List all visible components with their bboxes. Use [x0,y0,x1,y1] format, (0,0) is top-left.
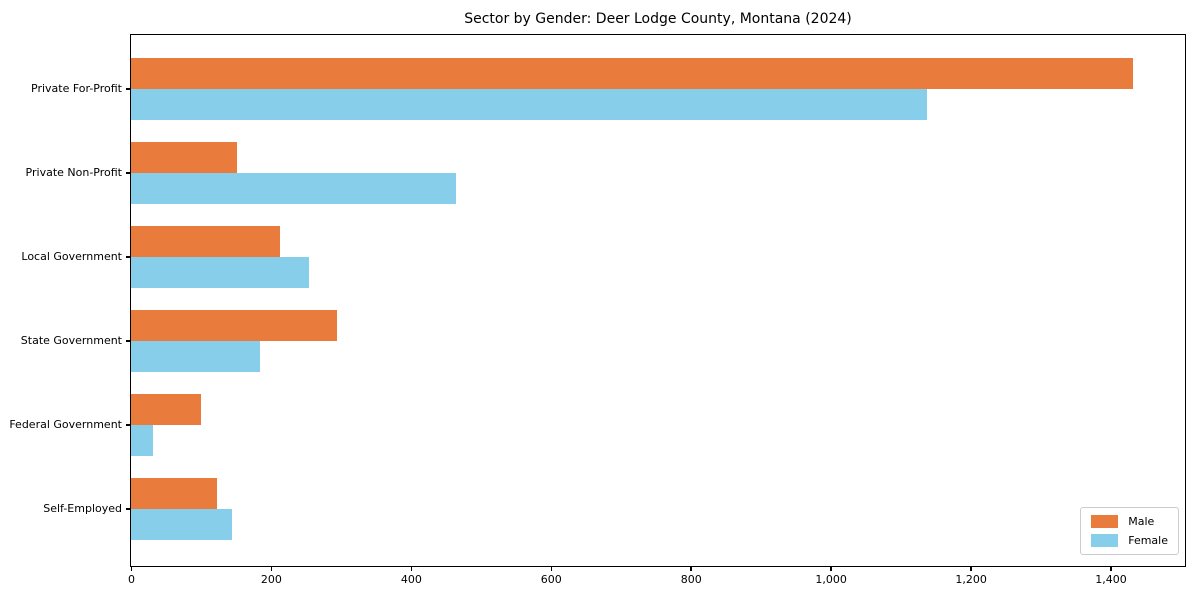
y-tick-label-5: Self-Employed [43,502,122,515]
x-tick-label-2: 400 [400,573,422,586]
x-tick-label-5: 1,000 [815,573,847,586]
bar-female-3 [131,340,260,372]
plot-area: Male Female [130,34,1186,567]
x-tick-mark-0 [130,567,133,571]
y-tick-mark-2 [126,256,130,258]
legend-item-male: Male [1091,515,1168,528]
bar-male-5 [131,477,218,509]
y-tick-mark-5 [126,508,130,510]
y-tick-label-1: Private Non-Profit [25,166,122,179]
y-tick-label-3: State Government [20,334,122,347]
y-tick-mark-3 [126,340,130,342]
bar-male-3 [131,309,338,341]
chart-title: Sector by Gender: Deer Lodge County, Mon… [464,11,852,27]
legend-swatch-female [1091,534,1119,547]
bar-male-4 [131,393,201,425]
y-tick-mark-4 [126,424,130,426]
x-tick-label-4: 800 [680,573,702,586]
bar-female-0 [131,88,927,120]
y-tick-mark-0 [126,88,130,90]
y-tick-mark-1 [126,172,130,174]
y-tick-label-0: Private For-Profit [31,82,122,95]
y-tick-label-4: Federal Government [9,418,122,431]
legend: Male Female [1080,507,1179,555]
legend-label-male: Male [1128,515,1155,528]
legend-swatch-male [1091,515,1119,528]
bar-male-0 [131,57,1133,89]
x-tick-label-0: 0 [128,573,135,586]
x-tick-label-7: 1,400 [1095,573,1127,586]
y-tick-label-2: Local Government [21,250,122,263]
legend-label-female: Female [1128,534,1168,547]
x-tick-mark-1 [270,567,273,571]
legend-item-female: Female [1091,534,1168,547]
x-tick-label-1: 200 [260,573,282,586]
x-tick-mark-2 [410,567,413,571]
bar-female-2 [131,256,309,288]
legend-entries: Male Female [1091,515,1168,547]
bar-female-5 [131,508,232,540]
x-tick-mark-4 [690,567,692,571]
x-tick-label-3: 600 [540,573,562,586]
bar-female-4 [131,424,153,456]
x-tick-mark-3 [550,567,553,571]
bar-male-1 [131,141,238,173]
x-tick-mark-6 [970,567,972,571]
bar-male-2 [131,225,281,257]
x-tick-mark-5 [830,567,832,571]
bar-female-1 [131,172,457,204]
x-tick-mark-7 [1110,567,1112,571]
x-tick-label-6: 1,200 [955,573,987,586]
